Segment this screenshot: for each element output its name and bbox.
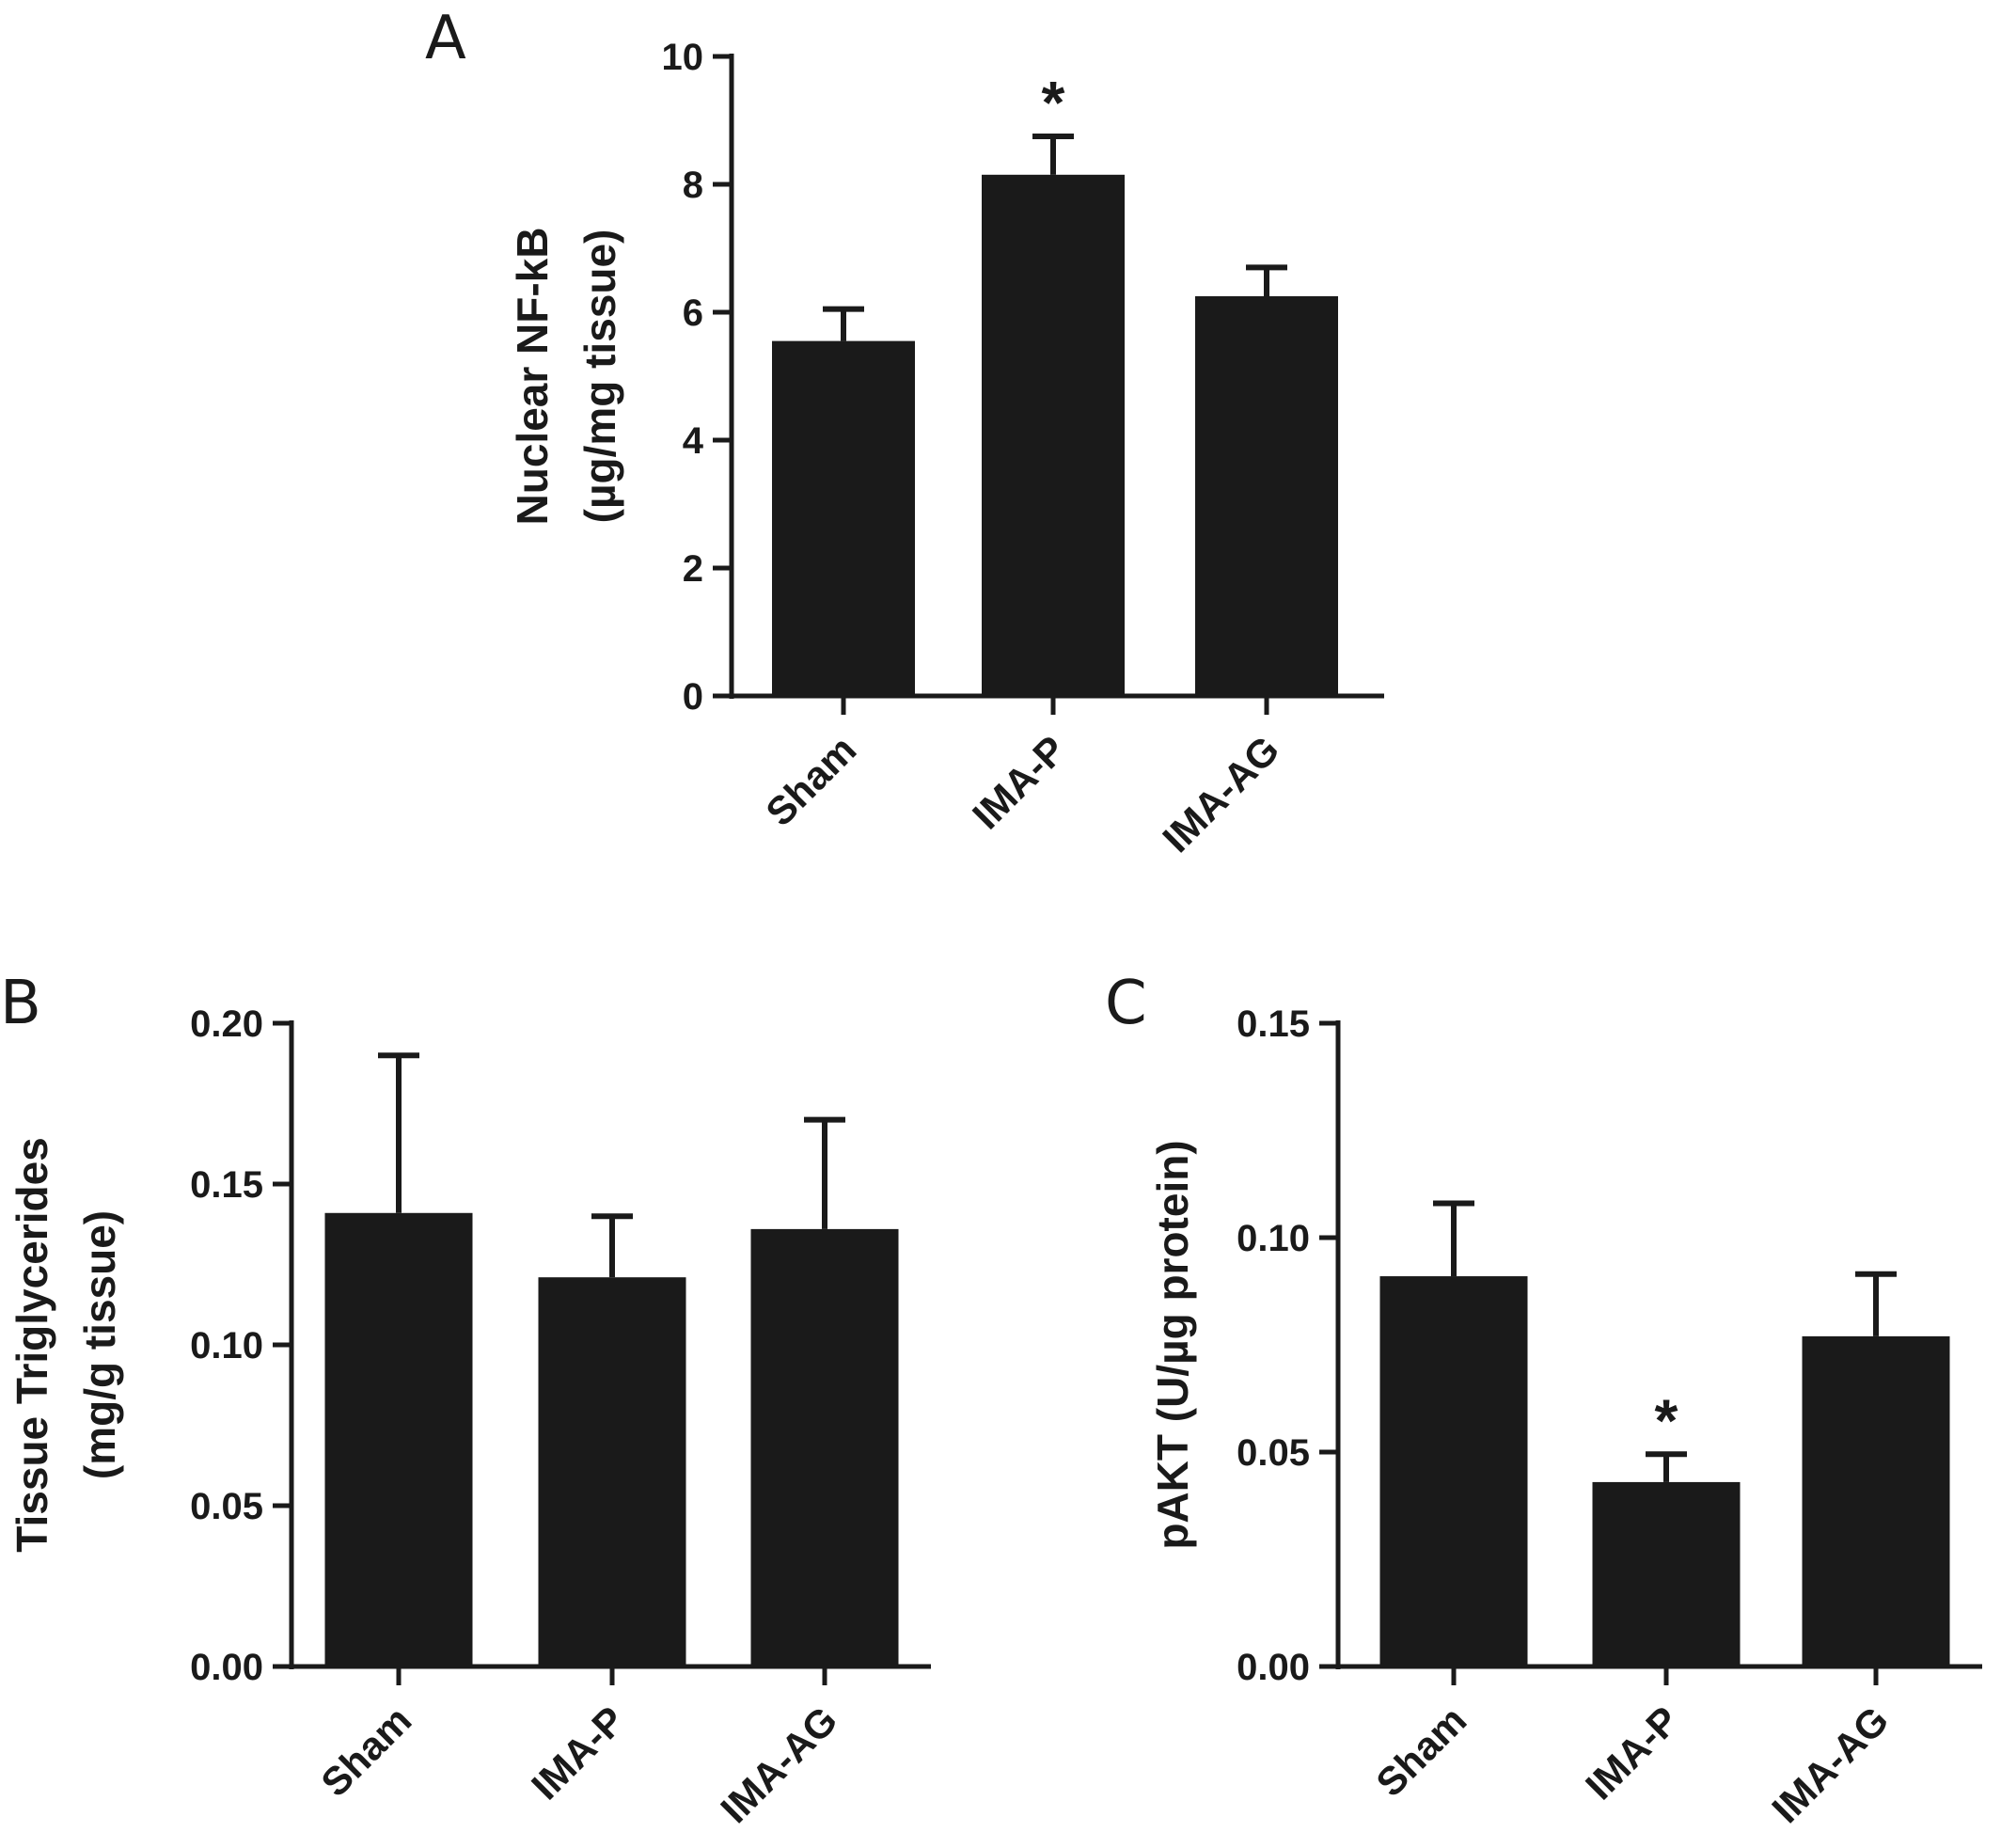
y-tick-label: 0.05 <box>1237 1432 1310 1474</box>
bar-ima-p <box>538 1277 686 1666</box>
y-tick-label: 4 <box>683 420 704 462</box>
x-category-label: Sham <box>312 1698 419 1805</box>
y-tick-label: 0.00 <box>190 1647 263 1688</box>
chart-panel-a: A * 0 2 4 6 8 10 Sham IMA-P IMA-AG Nuclear NF-kB (µg… <box>425 4 1384 861</box>
y-tick-label: 8 <box>683 165 703 206</box>
chart-panel-b: B 0.00 0.05 0.10 0.15 0.20 Sham IMA-P IMA-AG Tiss… <box>0 969 931 1831</box>
y-axis-title: (µg/mg tissue) <box>575 229 624 524</box>
y-tick-label: 10 <box>662 37 704 78</box>
panel-letter: B <box>0 969 41 1038</box>
y-tick-label: 0.15 <box>1237 1003 1310 1045</box>
y-tick-label: 0.15 <box>190 1164 263 1206</box>
bar-ima-p <box>982 174 1125 697</box>
x-category-label: IMA-AG <box>1763 1698 1897 1831</box>
y-tick-label: 0.20 <box>190 1003 263 1045</box>
chart-panel-c: C * 0.00 0.05 0.10 0.15 Sham IMA-P IMA-AG pAKT (U… <box>1105 969 1982 1831</box>
x-category-label: IMA-P <box>964 727 1074 837</box>
y-tick-label: 0.10 <box>1237 1218 1310 1259</box>
y-tick-label: 2 <box>683 548 703 590</box>
bar-ima-ag <box>750 1228 899 1666</box>
bar-sham <box>324 1212 473 1666</box>
y-tick-label: 0 <box>683 676 703 718</box>
bar-sham <box>772 340 915 696</box>
x-category-label: Sham <box>757 727 864 834</box>
panel-letter: A <box>425 4 466 73</box>
y-tick-label: 0.10 <box>190 1325 263 1366</box>
x-category-label: Sham <box>1367 1698 1474 1805</box>
significance-mark: * <box>1655 1386 1678 1454</box>
x-category-label: IMA-AG <box>712 1698 845 1831</box>
x-category-label: IMA-AG <box>1154 727 1287 861</box>
panel-letter: C <box>1105 969 1147 1038</box>
bar-ima-ag <box>1195 296 1338 696</box>
y-axis-title: Nuclear NF-kB <box>508 228 557 526</box>
y-tick-label: 0.00 <box>1237 1647 1310 1688</box>
x-category-label: IMA-P <box>523 1698 633 1808</box>
y-tick-label: 6 <box>683 292 703 334</box>
significance-mark: * <box>1042 69 1065 136</box>
y-axis-title: Tissue Triglycerides <box>8 1137 56 1553</box>
bar-sham <box>1379 1276 1528 1666</box>
y-tick-label: 0.05 <box>190 1486 263 1527</box>
x-category-label: IMA-P <box>1577 1698 1687 1808</box>
bar-ima-p <box>1592 1481 1741 1666</box>
y-axis-title: pAKT (U/µg protein) <box>1148 1140 1197 1549</box>
bar-ima-ag <box>1802 1335 1950 1666</box>
y-axis-title: (mg/g tissue) <box>75 1210 124 1479</box>
